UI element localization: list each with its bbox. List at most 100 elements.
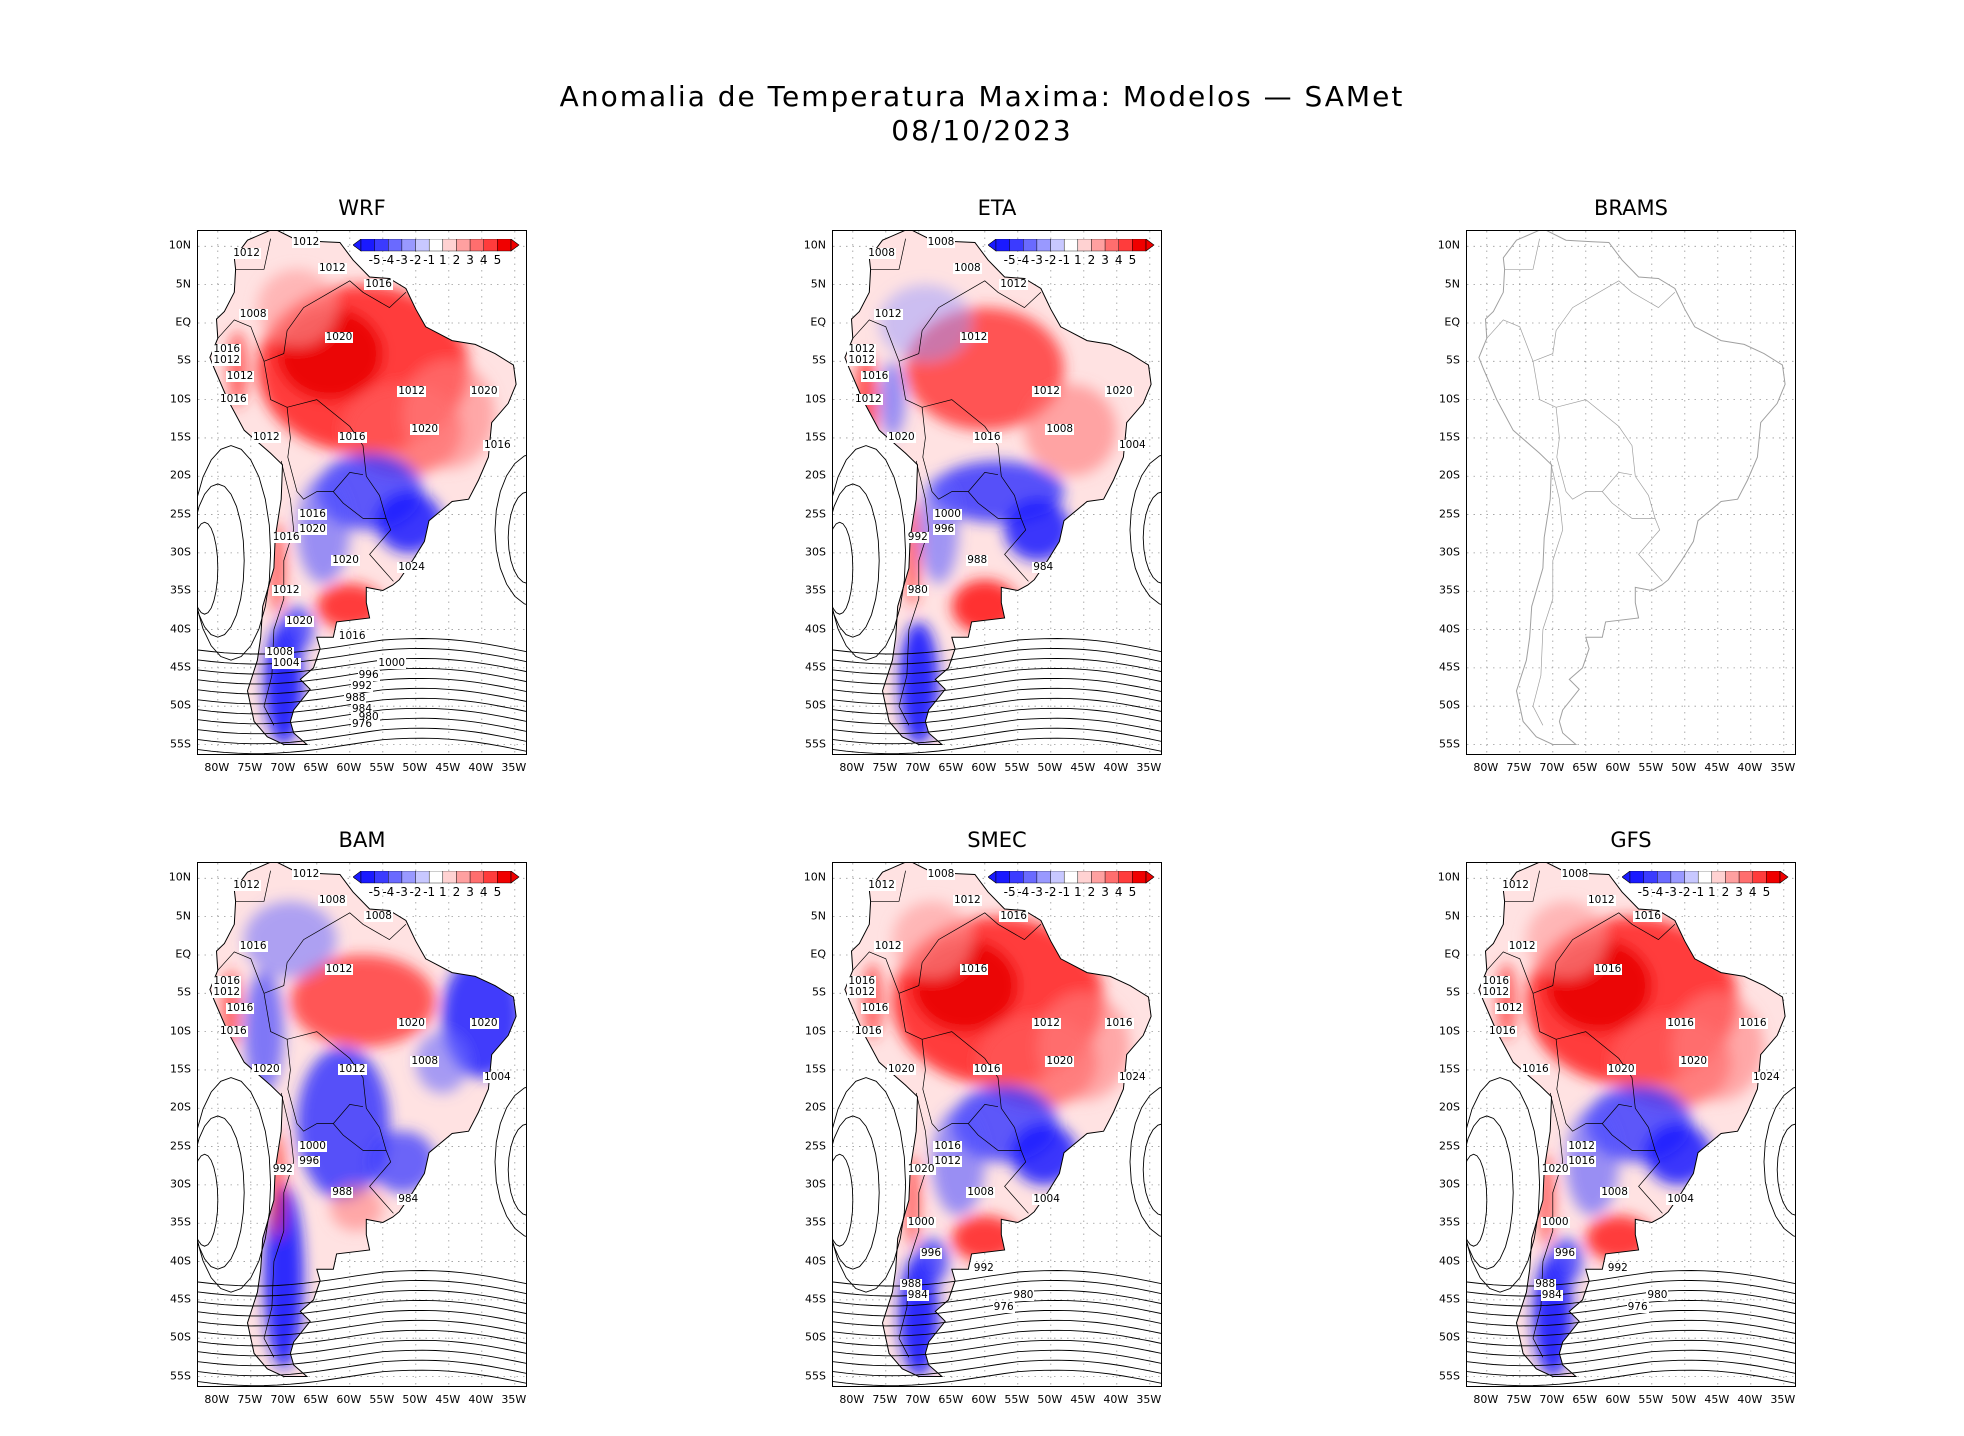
isobar bbox=[1467, 1319, 1795, 1337]
lat-tick-label: 5N bbox=[1444, 909, 1460, 923]
lon-tick-label: 50W bbox=[402, 761, 428, 774]
isobar bbox=[1467, 1270, 1795, 1287]
map-canvas bbox=[1467, 231, 1795, 754]
anomaly-region bbox=[951, 579, 1018, 634]
isobar bbox=[833, 737, 1161, 754]
lon-tick-label: 45W bbox=[435, 1393, 461, 1406]
lon-tick-label: 40W bbox=[468, 761, 494, 774]
lon-tick-label: 80W bbox=[839, 761, 865, 774]
lat-tick-label: 35S bbox=[170, 583, 191, 597]
map-frame: -5 -4 -3 -2 -1 1 2 3 4 5 1012 1012 1012 1016 1008 1020 1… bbox=[197, 230, 527, 755]
isobar-label: 1020 bbox=[887, 430, 916, 443]
isobar-label: 1012 bbox=[212, 354, 242, 367]
map-frame: -5 -4 -3 -2 -1 1 2 3 4 5 1012 1008 1012 1016 1012 1016 1… bbox=[832, 862, 1162, 1387]
isobar-label: 984 bbox=[1032, 561, 1055, 574]
lat-tick-label: 50S bbox=[1439, 698, 1460, 712]
coastline bbox=[1478, 231, 1786, 745]
lat-tick-label: 30S bbox=[1439, 1177, 1460, 1191]
lon-tick-label: 45W bbox=[1704, 1393, 1730, 1406]
lon-tick-label: 60W bbox=[1605, 1393, 1631, 1406]
isobar bbox=[1467, 1077, 1541, 1293]
lat-tick-label: 10S bbox=[1439, 1024, 1460, 1038]
lat-tick-label: 40S bbox=[805, 1254, 826, 1267]
isobar bbox=[507, 491, 526, 584]
lat-tick-label: 45S bbox=[1439, 660, 1460, 674]
isobar-label: 1008 bbox=[966, 1185, 995, 1198]
isobar bbox=[833, 1359, 1161, 1377]
country-border bbox=[1504, 238, 1540, 270]
isobar-label: 988 bbox=[1534, 1277, 1557, 1290]
colorbar-tick: -2 bbox=[1678, 885, 1691, 899]
lat-tick-label: 5S bbox=[177, 353, 191, 367]
lat-tick-label: 20S bbox=[170, 1100, 191, 1114]
isobar-label: 980 bbox=[906, 584, 929, 597]
isobar-label: 1012 bbox=[324, 963, 354, 976]
isobar-label: 984 bbox=[1540, 1289, 1563, 1301]
isobar-label: 1004 bbox=[271, 657, 301, 669]
isobar bbox=[833, 445, 907, 661]
isobar-label: 1012 bbox=[873, 308, 903, 321]
isobar bbox=[833, 1329, 1161, 1347]
colorbar: -5 -4 -3 -2 -1 1 2 3 4 5 bbox=[1622, 871, 1792, 905]
coastline bbox=[209, 863, 517, 1377]
isobar-label: 976 bbox=[1626, 1300, 1649, 1313]
lon-tick-label: 65W bbox=[1572, 1393, 1598, 1406]
isobar bbox=[1776, 1123, 1795, 1216]
isobar-label: 996 bbox=[1554, 1246, 1577, 1259]
colorbar-tick: -3 bbox=[1664, 885, 1677, 899]
colorbar-tick: -1 bbox=[423, 885, 436, 899]
isobar-label: 988 bbox=[900, 1277, 923, 1290]
country-border bbox=[235, 238, 271, 270]
country-border bbox=[1555, 407, 1633, 500]
lat-tick-label: 45S bbox=[170, 1292, 191, 1306]
isobar-label: 1024 bbox=[1118, 1070, 1147, 1083]
isobar-label: 1020 bbox=[1104, 384, 1134, 397]
lon-tick-label: 70W bbox=[905, 1393, 931, 1406]
lon-tick-label: 55W bbox=[369, 761, 395, 774]
lon-tick-label: 80W bbox=[204, 761, 230, 774]
lon-tick-label: 65W bbox=[938, 761, 964, 774]
lat-tick-label: 20S bbox=[1439, 468, 1460, 482]
lat-tick-label: 20S bbox=[170, 468, 191, 482]
colorbar: -5 -4 -3 -2 -1 1 2 3 4 5 bbox=[988, 871, 1158, 905]
lat-tick-label: 35S bbox=[1439, 1215, 1460, 1229]
colorbar-tick: 3 bbox=[1735, 885, 1743, 899]
lat-tick-label: 10S bbox=[1439, 392, 1460, 406]
lat-tick-label: 25S bbox=[170, 507, 191, 521]
isobar-label: 1016 bbox=[271, 530, 301, 543]
anomaly-region bbox=[415, 1031, 469, 1093]
isobar bbox=[494, 1087, 526, 1237]
lat-tick-label: 55S bbox=[170, 1369, 191, 1382]
colorbar-scale bbox=[988, 871, 1155, 884]
lon-tick-label: 35W bbox=[1136, 761, 1162, 774]
anomaly-region bbox=[257, 269, 337, 346]
isobar bbox=[833, 1115, 880, 1270]
isobar-label: 1020 bbox=[285, 614, 314, 627]
lon-tick-label: 55W bbox=[369, 1393, 395, 1406]
isobar bbox=[833, 667, 1161, 685]
isobar-label: 1016 bbox=[999, 909, 1028, 922]
lon-tick-label: 70W bbox=[270, 1393, 296, 1406]
colorbar-tick: 1 bbox=[1707, 885, 1716, 899]
colorbar-tick: -1 bbox=[423, 253, 436, 267]
isobar-label: 1016 bbox=[225, 1001, 255, 1014]
colorbar-tick: -4 bbox=[382, 885, 395, 899]
lat-tick-label: EQ bbox=[810, 947, 826, 961]
colorbar-tick: 2 bbox=[1721, 885, 1730, 899]
country-border bbox=[898, 280, 1042, 362]
isobar-label: 1016 bbox=[483, 438, 512, 451]
isobar-label: 1016 bbox=[1633, 909, 1662, 922]
isobar bbox=[1129, 455, 1161, 605]
lat-tick-label: EQ bbox=[175, 947, 191, 961]
panel-bam: BAM -5 -4 -3 -2 -1 1 2 3 4 5 1012 1012 1008 1008 1016 1… bbox=[169, 828, 527, 1406]
isobar-label: 1012 bbox=[232, 879, 261, 891]
lon-tick-label: 60W bbox=[971, 1393, 997, 1406]
isobar-label: 1020 bbox=[469, 1016, 499, 1029]
anomaly-region bbox=[369, 1131, 436, 1193]
coastline bbox=[844, 863, 1152, 1377]
isobar-label: 1016 bbox=[337, 630, 367, 643]
lat-tick-label: 50S bbox=[805, 698, 826, 712]
lon-tick-label: 50W bbox=[1037, 761, 1063, 774]
lat-tick-label: 15S bbox=[1439, 1062, 1460, 1076]
lat-tick-label: 25S bbox=[1439, 1139, 1460, 1153]
